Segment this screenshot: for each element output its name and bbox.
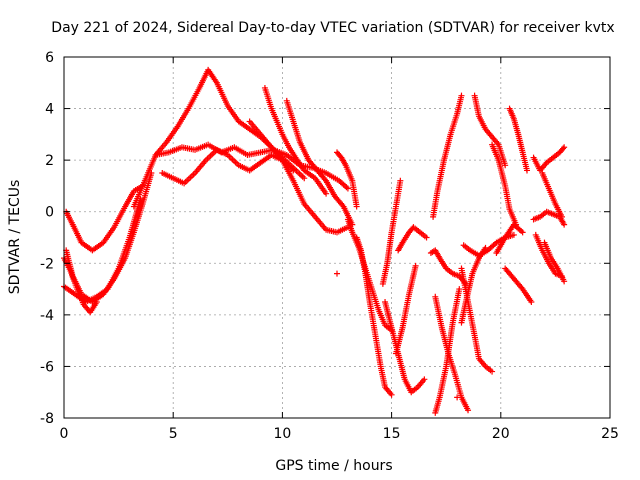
data-point [344, 185, 351, 192]
data-point [412, 262, 419, 269]
x-tick-label: 5 [169, 426, 178, 442]
data-point [454, 394, 461, 401]
data-point [510, 231, 517, 238]
axis-ticks: 0 5 10 15 20 25 -8 -6 -4 -2 0 2 4 6 [40, 50, 619, 442]
data-point [519, 229, 526, 236]
y-tick-label: -4 [40, 308, 54, 324]
data-point [465, 407, 472, 414]
data-point [561, 144, 568, 151]
data-point [458, 92, 465, 99]
data-point [323, 190, 330, 197]
data-point [561, 278, 568, 285]
data-point [524, 167, 531, 174]
data-point [301, 175, 308, 182]
chart-title: Day 221 of 2024, Sidereal Day-to-day VTE… [51, 20, 614, 36]
data-point [561, 221, 568, 228]
x-tick-label: 0 [60, 426, 69, 442]
data-point [397, 177, 404, 184]
x-tick-label: 25 [601, 426, 619, 442]
y-axis-label: SDTVAR / TECUs [7, 180, 23, 295]
x-tick-label: 20 [492, 426, 510, 442]
x-axis-label: GPS time / hours [275, 458, 392, 474]
data-point [528, 298, 535, 305]
data-point [421, 376, 428, 383]
y-tick-label: 0 [45, 205, 54, 221]
y-tick-label: -8 [40, 411, 54, 427]
x-tick-label: 15 [383, 426, 401, 442]
data-point [423, 234, 430, 241]
data-point [502, 162, 509, 169]
data-point [456, 286, 463, 293]
plot-frame [63, 56, 611, 419]
data-point [560, 145, 567, 152]
data-point [388, 391, 395, 398]
data-point [489, 368, 496, 375]
data-points [61, 66, 568, 416]
x-tick-label: 10 [273, 426, 291, 442]
data-point [353, 203, 360, 210]
y-tick-label: 2 [45, 153, 54, 169]
data-point [334, 270, 340, 277]
data-point [290, 167, 297, 174]
y-tick-label: 6 [45, 50, 54, 66]
y-tick-label: -6 [40, 359, 54, 375]
grid [64, 57, 610, 418]
y-tick-label: -2 [40, 256, 54, 272]
y-tick-label: 4 [45, 102, 54, 118]
data-point [482, 244, 489, 251]
